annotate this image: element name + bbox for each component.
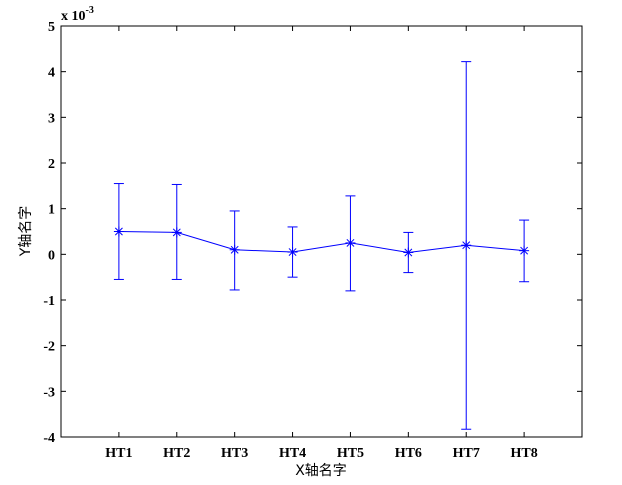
y-tick-label: -2 — [43, 340, 55, 355]
data-point — [287, 247, 298, 258]
x-axis-title: X轴名字 — [295, 463, 347, 479]
x-tick-label: HT8 — [510, 446, 537, 461]
y-axis-title: Y轴名字 — [18, 206, 34, 258]
x-axis-ticks: HT1 HT2 HT3 HT4 HT5 HT6 HT7 HT8 — [105, 26, 538, 461]
x-tick-label: HT7 — [453, 446, 480, 461]
y-exponent-label: x 10-3 — [61, 5, 94, 24]
x-tick-label: HT4 — [279, 446, 306, 461]
data-point — [403, 247, 414, 258]
marker-stroke — [230, 245, 239, 254]
data-point — [113, 226, 124, 237]
y-tick-label: 2 — [48, 157, 55, 172]
y-tick-label: 3 — [48, 111, 55, 126]
x-tick-label: HT1 — [105, 446, 132, 461]
data-point — [229, 244, 240, 255]
marker-stroke — [114, 227, 123, 236]
data-point — [171, 227, 182, 238]
marker-stroke — [520, 246, 529, 255]
x-tick-label: HT6 — [395, 446, 422, 461]
y-tick-label: -3 — [43, 385, 55, 400]
series-line — [118, 231, 525, 254]
marker-stroke — [172, 228, 181, 237]
data-point — [345, 237, 356, 248]
marker-stroke — [288, 248, 297, 257]
y-tick-label: 5 — [48, 20, 55, 35]
marker-stroke — [346, 238, 355, 247]
x-tick-label: HT2 — [163, 446, 190, 461]
series-layer — [113, 61, 530, 430]
y-tick-label: -1 — [43, 294, 55, 309]
marker-stroke — [404, 248, 413, 257]
y-exponent-base: x 10 — [61, 9, 86, 24]
x-tick-label: HT5 — [337, 446, 364, 461]
x-tick-label: HT3 — [221, 446, 248, 461]
y-tick-label: -4 — [43, 431, 55, 446]
data-point — [461, 240, 472, 251]
y-tick-label: 4 — [48, 66, 55, 81]
marker-stroke — [462, 241, 471, 250]
y-tick-label: 0 — [48, 248, 55, 263]
y-tick-label: 1 — [48, 203, 55, 218]
y-exponent-power: -3 — [86, 5, 94, 16]
y-axis-ticks: -4 -3 -2 -1 0 1 2 3 4 5 — [43, 20, 582, 446]
data-point — [519, 245, 530, 256]
